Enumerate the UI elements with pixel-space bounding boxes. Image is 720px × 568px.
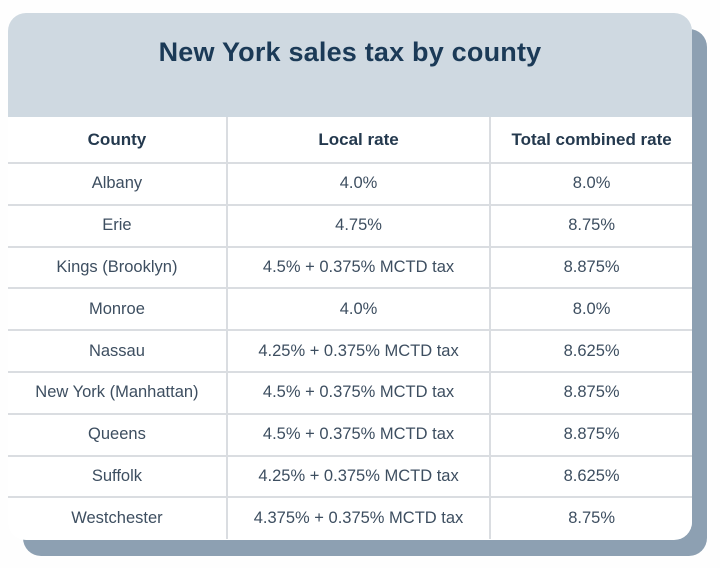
card-title: New York sales tax by county: [158, 36, 542, 67]
combined-rate-cell: 8.75%: [489, 203, 692, 248]
county-cell: Suffolk: [8, 454, 228, 499]
table-header: County Local rate Total combined rate: [8, 117, 692, 164]
local-rate-cell: 4.25% + 0.375% MCTD tax: [225, 454, 492, 499]
column-header-local-rate: Local rate: [225, 117, 492, 164]
local-rate-cell: 4.0%: [225, 162, 492, 206]
county-cell: Westchester: [8, 496, 228, 540]
combined-rate-cell: 8.0%: [489, 287, 692, 332]
county-cell: Nassau: [8, 329, 228, 373]
table-row: Queens 4.5% + 0.375% MCTD tax 8.875%: [8, 412, 692, 457]
combined-rate-cell: 8.75%: [489, 496, 692, 540]
combined-rate-cell: 8.875%: [489, 370, 692, 415]
table-row: Nassau 4.25% + 0.375% MCTD tax 8.625%: [8, 329, 692, 373]
local-rate-cell: 4.5% + 0.375% MCTD tax: [225, 245, 492, 290]
table-row: New York (Manhattan) 4.5% + 0.375% MCTD t…: [8, 370, 692, 415]
combined-rate-cell: 8.625%: [489, 454, 692, 499]
local-rate-cell: 4.25% + 0.375% MCTD tax: [225, 329, 492, 373]
header-row: County Local rate Total combined rate: [8, 117, 692, 164]
county-cell: Monroe: [8, 287, 228, 332]
sales-tax-table: County Local rate Total combined rate Al…: [8, 117, 692, 540]
table-body: Albany 4.0% 8.0% Erie 4.75% 8.75% Kings (Brook…: [8, 162, 692, 540]
county-cell: Erie: [8, 203, 228, 248]
local-rate-cell: 4.0%: [225, 287, 492, 332]
county-cell: Albany: [8, 162, 228, 206]
county-cell: Kings (Brooklyn): [8, 245, 228, 290]
column-header-total-combined-rate: Total combined rate: [489, 117, 692, 164]
county-cell: New York (Manhattan): [8, 370, 228, 415]
table-row: Erie 4.75% 8.75%: [8, 203, 692, 248]
table-row: Kings (Brooklyn) 4.5% + 0.375% MCTD tax 8.…: [8, 245, 692, 290]
table-row: Monroe 4.0% 8.0%: [8, 287, 692, 332]
table-row: Westchester 4.375% + 0.375% MCTD tax 8.75%: [8, 496, 692, 540]
combined-rate-cell: 8.0%: [489, 162, 692, 206]
table-row: Albany 4.0% 8.0%: [8, 162, 692, 206]
combined-rate-cell: 8.875%: [489, 245, 692, 290]
card-header-band: New York sales tax by county: [8, 13, 692, 117]
county-cell: Queens: [8, 412, 228, 457]
combined-rate-cell: 8.875%: [489, 412, 692, 457]
local-rate-cell: 4.375% + 0.375% MCTD tax: [225, 496, 492, 540]
column-header-county: County: [8, 117, 228, 164]
local-rate-cell: 4.75%: [225, 203, 492, 248]
table-row: Suffolk 4.25% + 0.375% MCTD tax 8.625%: [8, 454, 692, 499]
combined-rate-cell: 8.625%: [489, 329, 692, 373]
local-rate-cell: 4.5% + 0.375% MCTD tax: [225, 412, 492, 457]
sales-tax-card: New York sales tax by county County Loca…: [8, 13, 692, 540]
local-rate-cell: 4.5% + 0.375% MCTD tax: [225, 370, 492, 415]
